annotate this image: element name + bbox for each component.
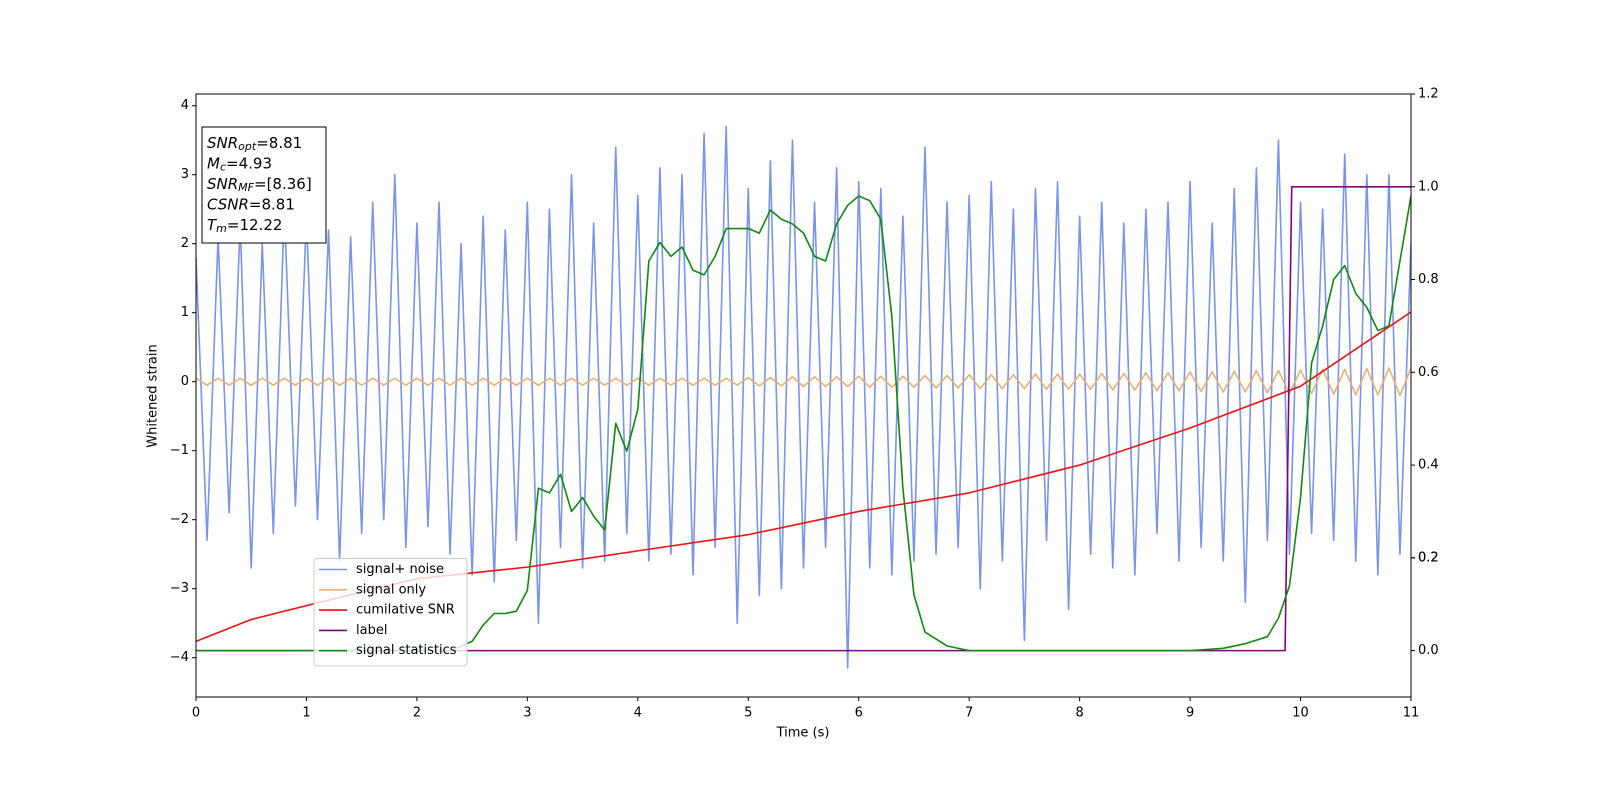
x-tick-label: 11 xyxy=(1403,706,1420,721)
y-axis-label: Whitened strain xyxy=(146,344,161,447)
symbol: SNR xyxy=(207,134,238,152)
annotation-line: Mc=4.93 xyxy=(207,154,272,174)
y-tick-label: −4 xyxy=(170,650,189,665)
y-tick-label: −1 xyxy=(170,443,189,458)
value-text: =8.81 xyxy=(256,134,302,152)
symbol: SNR xyxy=(207,175,238,193)
series-line xyxy=(196,367,1411,397)
symbol: M xyxy=(207,154,220,172)
legend-label: signal statistics xyxy=(356,643,457,658)
value-text: =4.93 xyxy=(226,154,272,172)
y-tick-label: 2 xyxy=(181,236,189,251)
annotation-frame xyxy=(201,126,327,244)
y2-tick-label: 0.8 xyxy=(1418,272,1439,287)
x-tick-label: 4 xyxy=(634,706,642,721)
x-tick-label: 8 xyxy=(1075,706,1083,721)
legend-label: label xyxy=(356,623,387,638)
subscript: m xyxy=(216,222,227,235)
annotation-line: SNRopt=8.81 xyxy=(207,134,302,154)
y2-tick-label: 1.2 xyxy=(1418,87,1439,102)
symbol: CSNR xyxy=(207,195,249,213)
y-tick-label: 0 xyxy=(181,374,189,389)
annotation-line: Tm=12.22 xyxy=(207,216,282,236)
x-tick-label: 3 xyxy=(523,706,531,721)
y-tick-label: 1 xyxy=(181,305,189,320)
legend-label: signal+ noise xyxy=(356,562,444,577)
subscript: c xyxy=(220,161,226,174)
series-line xyxy=(196,125,1411,669)
series-line xyxy=(196,185,1411,652)
symbol: T xyxy=(207,216,218,234)
plot-area xyxy=(196,125,1411,669)
y2-tick-label: 0.2 xyxy=(1418,550,1439,565)
subscript: opt xyxy=(238,140,257,153)
annotation-line: SNRMF=[8.36] xyxy=(207,175,312,195)
x-tick-label: 5 xyxy=(744,706,752,721)
legend: signal+ noise signal only cumilative SNR la… xyxy=(313,558,468,667)
series-line xyxy=(196,195,1411,652)
x-axis-label: Time (s) xyxy=(776,726,830,741)
annotation-box: SNRopt=8.81Mc=4.93SNRMF=[8.36]CSNR=8.81T… xyxy=(201,126,327,244)
y2-tick-label: 0.0 xyxy=(1418,643,1439,658)
x-tick-label: 0 xyxy=(192,706,200,721)
x-tick-label: 7 xyxy=(965,706,973,721)
axes-frame xyxy=(195,93,1412,698)
x-tick-label: 1 xyxy=(302,706,310,721)
x-tick-label: 9 xyxy=(1186,706,1194,721)
value-text: =8.81 xyxy=(249,195,295,213)
y2-tick-label: 1.0 xyxy=(1418,179,1439,194)
x-tick-label: 2 xyxy=(413,706,421,721)
legend-frame xyxy=(313,558,468,667)
y2-tick-label: 0.4 xyxy=(1418,458,1439,473)
y-tick-label: 4 xyxy=(181,98,189,113)
subscript: MF xyxy=(238,181,254,194)
y2-tick-label: 0.2 xyxy=(1418,550,1439,565)
value-text: =[8.36] xyxy=(254,175,312,193)
annotation-line: CSNR=8.81 xyxy=(207,195,295,213)
series-line xyxy=(196,311,1411,643)
x-tick-label: 10 xyxy=(1292,706,1309,721)
y-tick-label: −2 xyxy=(170,512,189,527)
y2-tick-label: 0.6 xyxy=(1418,365,1439,380)
y-tick-label: 3 xyxy=(181,167,189,182)
y-tick-label: −3 xyxy=(170,581,189,596)
legend-label: signal only xyxy=(356,582,426,597)
x-tick-label: 6 xyxy=(855,706,863,721)
legend-label: cumilative SNR xyxy=(356,603,455,618)
value-text: =12.22 xyxy=(227,216,283,234)
